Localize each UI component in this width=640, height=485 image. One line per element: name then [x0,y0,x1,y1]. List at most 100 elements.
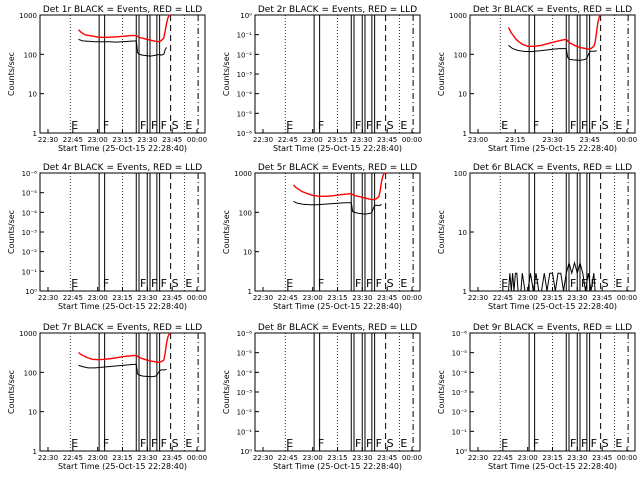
plot-frame [254,172,421,292]
y-tick-label: 1 [248,288,252,296]
x-tick-label: 23:45 [377,454,397,462]
y-tick-label: 10⁻³ [237,389,253,397]
plot-frame [39,172,206,292]
y-tick-label: 10 [243,249,252,257]
y-tick-label: 10⁻⁶ [237,130,253,138]
y-tick-label: 10⁰ [25,288,37,296]
y-axis-label: Counts/sec [7,210,16,254]
x-tick-label: 00:00 [187,294,207,302]
x-tick-label: 00:00 [402,294,422,302]
event-marker-F: F [103,437,109,450]
series-lld [78,332,171,364]
x-tick-label: 22:45 [63,294,83,302]
x-tick-label: 22:45 [493,294,513,302]
event-marker-E: E [615,437,622,450]
event-marker-F: F [581,437,587,450]
y-tick-label: 10⁻⁵ [452,350,468,358]
panel-title: Det 4r BLACK = Events, RED = LLD [43,163,202,173]
x-axis-label: Start Time (25-Oct-15 22:28:40) [58,302,187,311]
y-tick-label: 10⁻⁶ [237,330,253,338]
x-tick-label: 22:30 [38,294,58,302]
x-tick-label: 22:45 [63,454,83,462]
event-marker-F: F [591,277,597,290]
y-tick-label: 10⁻² [452,409,468,417]
x-tick-label: 00:00 [187,454,207,462]
y-tick-label: 10⁻¹ [22,268,38,276]
y-tick-label: 1 [33,130,37,138]
x-tick-label: 22:45 [278,294,298,302]
x-tick-label: 23:15 [542,454,562,462]
event-marker-E: E [400,119,407,132]
event-marker-E: E [71,437,78,450]
x-tick-label: 00:00 [402,454,422,462]
event-marker-E: E [400,277,407,290]
y-tick-label: 10⁻³ [237,71,253,79]
x-tick-label: 23:00 [88,136,108,144]
event-marker-S: S [387,277,394,290]
event-marker-E: E [286,437,293,450]
y-axis-label: Counts/sec [222,210,231,254]
x-tick-label: 22:45 [493,454,513,462]
x-tick-label: 22:45 [278,454,298,462]
y-axis-label: Counts/sec [437,52,446,96]
event-marker-F: F [318,119,324,132]
x-tick-label: 00:00 [617,136,637,144]
y-tick-label: 1 [463,288,467,296]
event-marker-E: E [501,277,508,290]
x-tick-label: 22:30 [253,454,273,462]
event-marker-S: S [387,119,394,132]
y-tick-label: 10⁻³ [452,389,468,397]
event-marker-F: F [355,119,361,132]
event-marker-F: F [140,119,146,132]
y-tick-label: 10⁻² [22,249,38,257]
y-tick-label: 10⁻⁵ [22,190,38,198]
x-tick-label: 22:30 [468,454,488,462]
y-tick-label: 10⁻⁶ [452,330,468,338]
x-tick-label: 22:30 [253,294,273,302]
event-marker-F: F [591,437,597,450]
panel-title: Det 6r BLACK = Events, RED = LLD [473,163,632,173]
x-tick-label: 23:15 [542,294,562,302]
x-tick-label: 23:30 [352,454,372,462]
event-marker-F: F [376,277,382,290]
series-events [508,44,597,61]
event-marker-S: S [172,437,179,450]
event-marker-F: F [161,437,167,450]
y-axis-label: Counts/sec [7,52,16,96]
x-tick-label: 23:45 [580,136,600,144]
event-marker-F: F [103,119,109,132]
y-tick-label: 1 [33,448,37,456]
x-axis-label: Start Time (25-Oct-15 22:28:40) [273,144,402,153]
event-marker-F: F [570,119,576,132]
series-events [78,363,167,378]
y-tick-label: 100 [239,209,252,217]
event-marker-E: E [615,119,622,132]
x-axis-label: Start Time (25-Oct-15 22:28:40) [58,462,187,471]
y-tick-label: 100 [454,51,467,59]
event-marker-F: F [318,437,324,450]
series-lld [507,14,602,50]
y-tick-label: 10 [28,409,37,417]
y-tick-label: 10 [458,91,467,99]
x-tick-label: 23:45 [162,294,182,302]
x-tick-label: 22:30 [253,136,273,144]
x-tick-label: 23:30 [137,294,157,302]
y-tick-label: 100 [454,170,467,178]
event-marker-F: F [533,437,539,450]
x-tick-label: 23:30 [567,294,587,302]
x-axis-label: Start Time (25-Oct-15 22:28:40) [488,462,617,471]
event-marker-E: E [185,437,192,450]
x-tick-label: 00:00 [402,136,422,144]
x-tick-label: 00:00 [617,454,637,462]
x-tick-label: 23:15 [505,136,525,144]
event-marker-E: E [286,277,293,290]
event-marker-F: F [318,277,324,290]
x-tick-label: 00:00 [187,136,207,144]
x-tick-label: 23:15 [327,454,347,462]
event-marker-F: F [355,277,361,290]
